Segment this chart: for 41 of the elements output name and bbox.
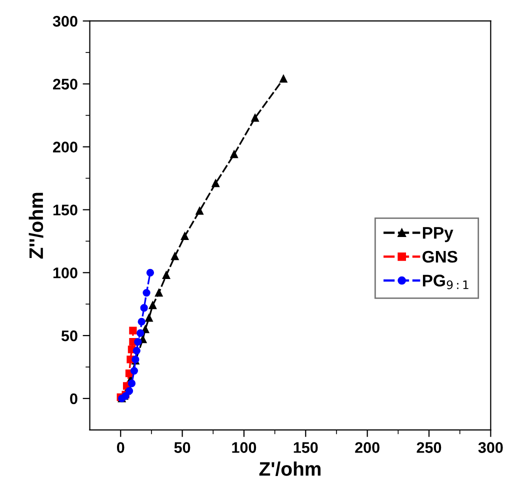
y-tick-label: 150 [53, 204, 78, 216]
y-tick-label: 50 [61, 330, 78, 342]
point [130, 366, 138, 375]
x-tick-label: 100 [232, 442, 256, 453]
y-axis-title: Z''/ohm [28, 192, 44, 259]
point [128, 380, 136, 388]
y-tick-label: 300 [52, 16, 78, 27]
point [230, 150, 238, 158]
y-tick-label: 100 [53, 268, 78, 278]
point [212, 179, 220, 188]
point [142, 288, 150, 297]
point [251, 114, 259, 122]
legend-label: PPy [422, 227, 454, 242]
x-tick-label: 50 [174, 442, 190, 453]
point [134, 338, 142, 346]
point [125, 387, 134, 395]
point [136, 329, 144, 337]
legend-label: GNS [422, 250, 458, 263]
point [155, 288, 163, 297]
point [138, 318, 146, 326]
y-tick-label: 0 [70, 393, 78, 404]
x-tick-label: 300 [478, 442, 503, 453]
y-tick-label: 250 [53, 78, 78, 90]
y-tick-label: 200 [53, 142, 78, 152]
point [132, 346, 140, 354]
point [129, 326, 137, 334]
point [196, 207, 204, 215]
point [280, 75, 288, 83]
legend-label: PG$_{9:1}$ [422, 274, 468, 290]
x-tick-label: 200 [355, 442, 380, 453]
point [146, 268, 154, 276]
point [162, 271, 170, 279]
point [145, 314, 153, 322]
point [180, 232, 189, 240]
point [148, 302, 157, 310]
point [140, 304, 148, 312]
x-tick-label: 250 [416, 442, 442, 453]
x-axis-title: Z'/ohm [259, 462, 320, 476]
x-tick-label: 150 [294, 442, 318, 453]
point [171, 252, 179, 260]
x-tick-label: 0 [116, 442, 124, 453]
